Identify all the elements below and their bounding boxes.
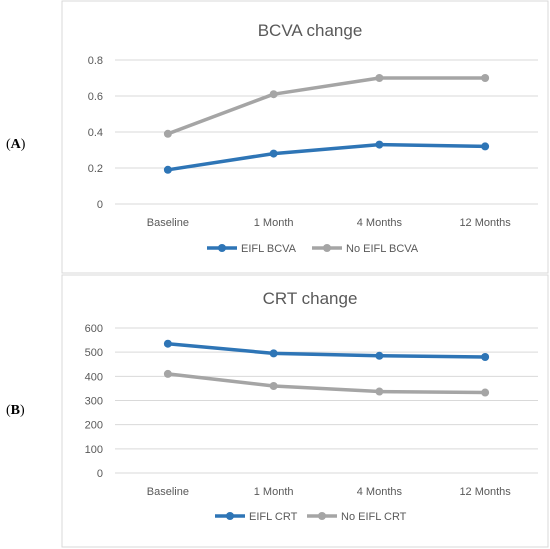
- panel-label-b: (B): [6, 403, 25, 418]
- bcva-data-point: [269, 90, 278, 99]
- bcva-y-tick-label: 0.4: [88, 127, 103, 139]
- bcva-x-tick-label: 1 Month: [254, 217, 294, 229]
- chart-a-frame: [61, 0, 549, 274]
- panel-label-a: (A): [6, 137, 26, 152]
- bcva-legend-label-1: No EIFL BCVA: [346, 243, 419, 255]
- crt-data-point: [481, 388, 490, 397]
- bcva-y-tick-label: 0: [97, 199, 103, 211]
- bcva-x-tick-label: 4 Months: [357, 217, 403, 229]
- crt-y-tick-label: 0: [97, 468, 103, 480]
- panel-label-a-letter: A: [10, 137, 21, 152]
- crt-y-tick-label: 400: [85, 371, 103, 383]
- crt-x-tick-label: Baseline: [147, 486, 189, 498]
- crt-series-line-1: [166, 372, 487, 395]
- crt-series-line-0: [166, 341, 487, 359]
- crt-data-point: [375, 387, 384, 396]
- chart-b-frame: [61, 274, 549, 548]
- crt-x-tick-label: 1 Month: [254, 486, 294, 498]
- bcva-series-line-0: [166, 142, 487, 172]
- crt-data-point: [375, 351, 384, 360]
- bcva-series-line-1: [166, 76, 487, 136]
- crt-legend-label-0: EIFL CRT: [249, 511, 298, 523]
- crt-y-tick-label: 300: [85, 396, 103, 408]
- bcva-data-point: [269, 149, 278, 158]
- bcva-x-tick-label: Baseline: [147, 217, 189, 229]
- bcva-data-point: [481, 74, 490, 82]
- bcva-data-point: [481, 142, 490, 151]
- bcva-data-point: [375, 74, 384, 82]
- bcva-y-tick-label: 0.6: [88, 91, 103, 103]
- crt-x-tick-label: 12 Months: [459, 486, 511, 498]
- crt-data-point: [481, 353, 490, 361]
- bcva-data-point: [375, 140, 384, 149]
- chart-crt: CRT change 0 100 200 300 400 500 600 Baseline 1 M…: [85, 289, 538, 523]
- bcva-y-tick-label: 0.8: [88, 55, 103, 67]
- crt-data-point: [269, 382, 278, 390]
- crt-y-tick-label: 200: [85, 420, 103, 432]
- panel-label-b-letter: B: [10, 403, 21, 418]
- bcva-data-point: [163, 165, 172, 174]
- crt-legend-label-1: No EIFL CRT: [341, 511, 407, 523]
- crt-y-tick-label: 100: [85, 444, 103, 456]
- bcva-legend-marker-1: [323, 244, 331, 252]
- bcva-legend-label-0: EIFL BCVA: [241, 243, 297, 255]
- crt-data-point: [163, 369, 172, 378]
- crt-legend-marker-0: [226, 512, 234, 520]
- chart-bcva: BCVA change 0 0.2 0.4 0.6 0.8 Baseline 1 Month 4…: [88, 21, 538, 255]
- bcva-chart-title: BCVA change: [258, 21, 363, 40]
- crt-chart-title: CRT change: [263, 289, 358, 308]
- bcva-data-point: [163, 129, 172, 138]
- crt-y-tick-label: 500: [85, 347, 103, 359]
- crt-x-tick-label: 4 Months: [357, 486, 403, 498]
- bcva-x-tick-label: 12 Months: [459, 217, 511, 229]
- crt-legend-marker-1: [318, 512, 326, 520]
- crt-y-tick-label: 600: [85, 323, 103, 335]
- bcva-y-tick-label: 0.2: [88, 163, 103, 175]
- bcva-legend-marker-0: [218, 244, 226, 252]
- crt-data-point: [269, 349, 278, 358]
- crt-data-point: [163, 339, 172, 348]
